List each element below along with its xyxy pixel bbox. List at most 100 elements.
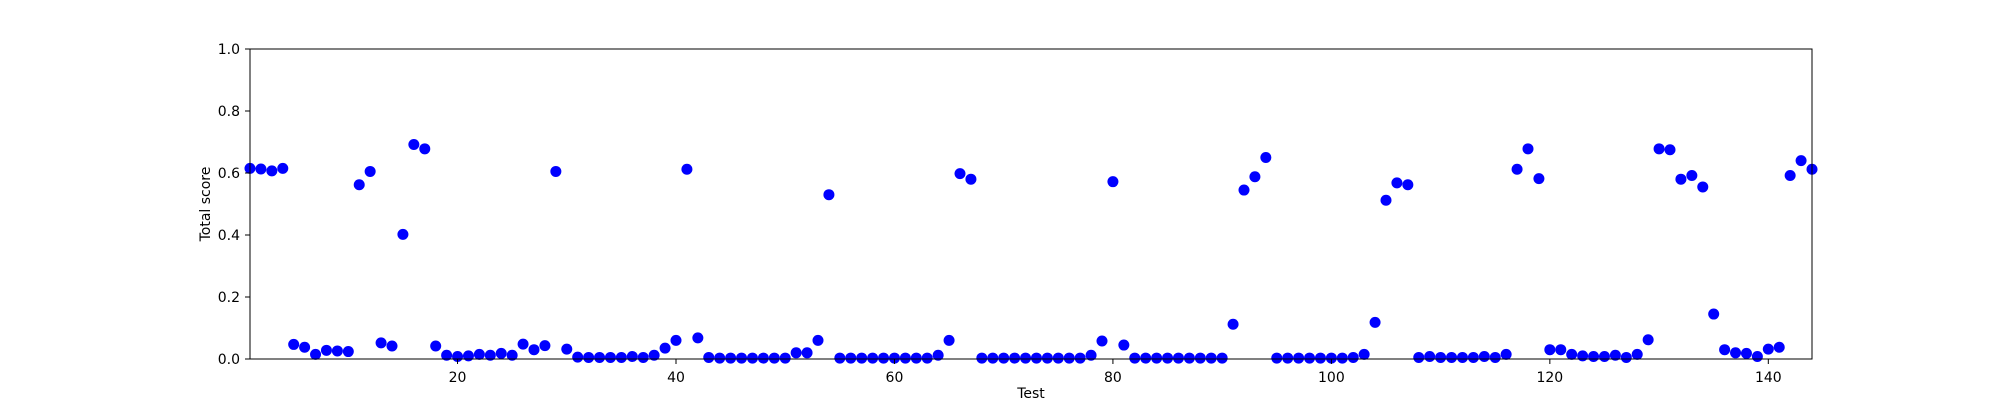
data-point bbox=[1446, 351, 1458, 363]
data-point bbox=[539, 340, 551, 352]
data-point bbox=[921, 352, 933, 364]
data-point bbox=[670, 334, 682, 346]
data-point bbox=[1675, 173, 1687, 185]
data-point bbox=[845, 352, 857, 364]
data-point bbox=[255, 163, 267, 175]
data-point bbox=[790, 347, 802, 359]
data-point bbox=[594, 351, 606, 363]
data-point bbox=[768, 352, 780, 364]
data-point bbox=[561, 343, 573, 355]
data-point bbox=[746, 352, 758, 364]
y-tick-label: 1.0 bbox=[218, 42, 240, 58]
data-point bbox=[1609, 349, 1621, 361]
data-point bbox=[1194, 352, 1206, 364]
data-point bbox=[1631, 348, 1643, 360]
data-point bbox=[910, 352, 922, 364]
data-point bbox=[495, 347, 507, 359]
plot-area-frame bbox=[249, 48, 1813, 360]
data-point bbox=[703, 351, 715, 363]
data-point bbox=[615, 351, 627, 363]
data-point bbox=[1020, 352, 1032, 364]
x-tick-label: 40 bbox=[667, 370, 685, 386]
data-point bbox=[1205, 352, 1217, 364]
data-point bbox=[867, 352, 879, 364]
data-point bbox=[812, 334, 824, 346]
data-point bbox=[1347, 351, 1359, 363]
y-axis-label: Total score bbox=[198, 167, 214, 243]
x-tick-label: 140 bbox=[1755, 370, 1782, 386]
data-point bbox=[1500, 348, 1512, 360]
data-point bbox=[899, 352, 911, 364]
data-point bbox=[878, 352, 890, 364]
data-point bbox=[1719, 344, 1731, 356]
data-point bbox=[375, 337, 387, 349]
data-point bbox=[1762, 343, 1774, 355]
data-point bbox=[1030, 352, 1042, 364]
data-point bbox=[419, 143, 431, 155]
data-point bbox=[987, 352, 999, 364]
data-point bbox=[779, 352, 791, 364]
data-point bbox=[484, 349, 496, 361]
y-tick-label: 0.4 bbox=[218, 228, 240, 244]
data-point bbox=[1183, 352, 1195, 364]
data-point bbox=[506, 349, 518, 361]
data-point bbox=[1063, 352, 1075, 364]
data-point bbox=[299, 341, 311, 353]
data-point bbox=[1041, 352, 1053, 364]
data-point bbox=[1085, 349, 1097, 361]
data-point bbox=[1577, 350, 1589, 362]
data-point bbox=[976, 352, 988, 364]
data-point bbox=[1642, 334, 1654, 346]
data-point bbox=[1566, 348, 1578, 360]
data-point bbox=[572, 351, 584, 363]
data-point bbox=[998, 352, 1010, 364]
data-point bbox=[528, 344, 540, 356]
x-axis-label: Test bbox=[1016, 386, 1045, 400]
data-point bbox=[473, 348, 485, 360]
data-point bbox=[943, 334, 955, 346]
data-point bbox=[1052, 352, 1064, 364]
data-point bbox=[1730, 347, 1742, 359]
data-point bbox=[965, 173, 977, 185]
data-point bbox=[1697, 181, 1709, 193]
data-point bbox=[1686, 169, 1698, 181]
data-point bbox=[1260, 152, 1272, 163]
data-point bbox=[1522, 143, 1534, 155]
data-point bbox=[1478, 351, 1490, 363]
data-point bbox=[331, 345, 343, 357]
data-point bbox=[1151, 352, 1163, 364]
data-point bbox=[714, 352, 726, 364]
y-tick-label: 0.2 bbox=[218, 290, 240, 306]
data-point bbox=[736, 352, 748, 364]
data-point bbox=[1282, 352, 1294, 364]
data-point bbox=[1358, 348, 1370, 360]
data-point bbox=[1740, 347, 1752, 359]
data-point bbox=[725, 352, 737, 364]
data-point bbox=[1511, 163, 1523, 175]
data-point bbox=[1424, 351, 1436, 363]
data-point bbox=[1598, 351, 1610, 363]
data-point bbox=[659, 342, 671, 354]
data-point bbox=[364, 165, 376, 177]
data-point bbox=[1795, 155, 1807, 167]
data-point bbox=[1402, 179, 1414, 191]
y-axis: 0.0 0.2 0.4 0.6 0.8 1.0 bbox=[218, 42, 250, 368]
y-tick-label: 0.6 bbox=[218, 166, 240, 182]
data-point bbox=[386, 340, 398, 352]
data-point bbox=[310, 348, 322, 360]
data-point bbox=[1456, 351, 1468, 363]
data-point bbox=[353, 179, 365, 191]
data-point bbox=[757, 352, 769, 364]
data-point bbox=[856, 352, 868, 364]
data-point bbox=[288, 338, 300, 350]
data-point bbox=[517, 338, 529, 350]
data-point bbox=[1216, 352, 1228, 364]
data-point bbox=[320, 344, 332, 356]
data-point bbox=[637, 351, 649, 363]
data-point bbox=[1489, 351, 1501, 363]
x-tick-label: 120 bbox=[1536, 370, 1563, 386]
data-point bbox=[1664, 144, 1676, 156]
data-point bbox=[1009, 352, 1021, 364]
data-point bbox=[1238, 184, 1250, 196]
